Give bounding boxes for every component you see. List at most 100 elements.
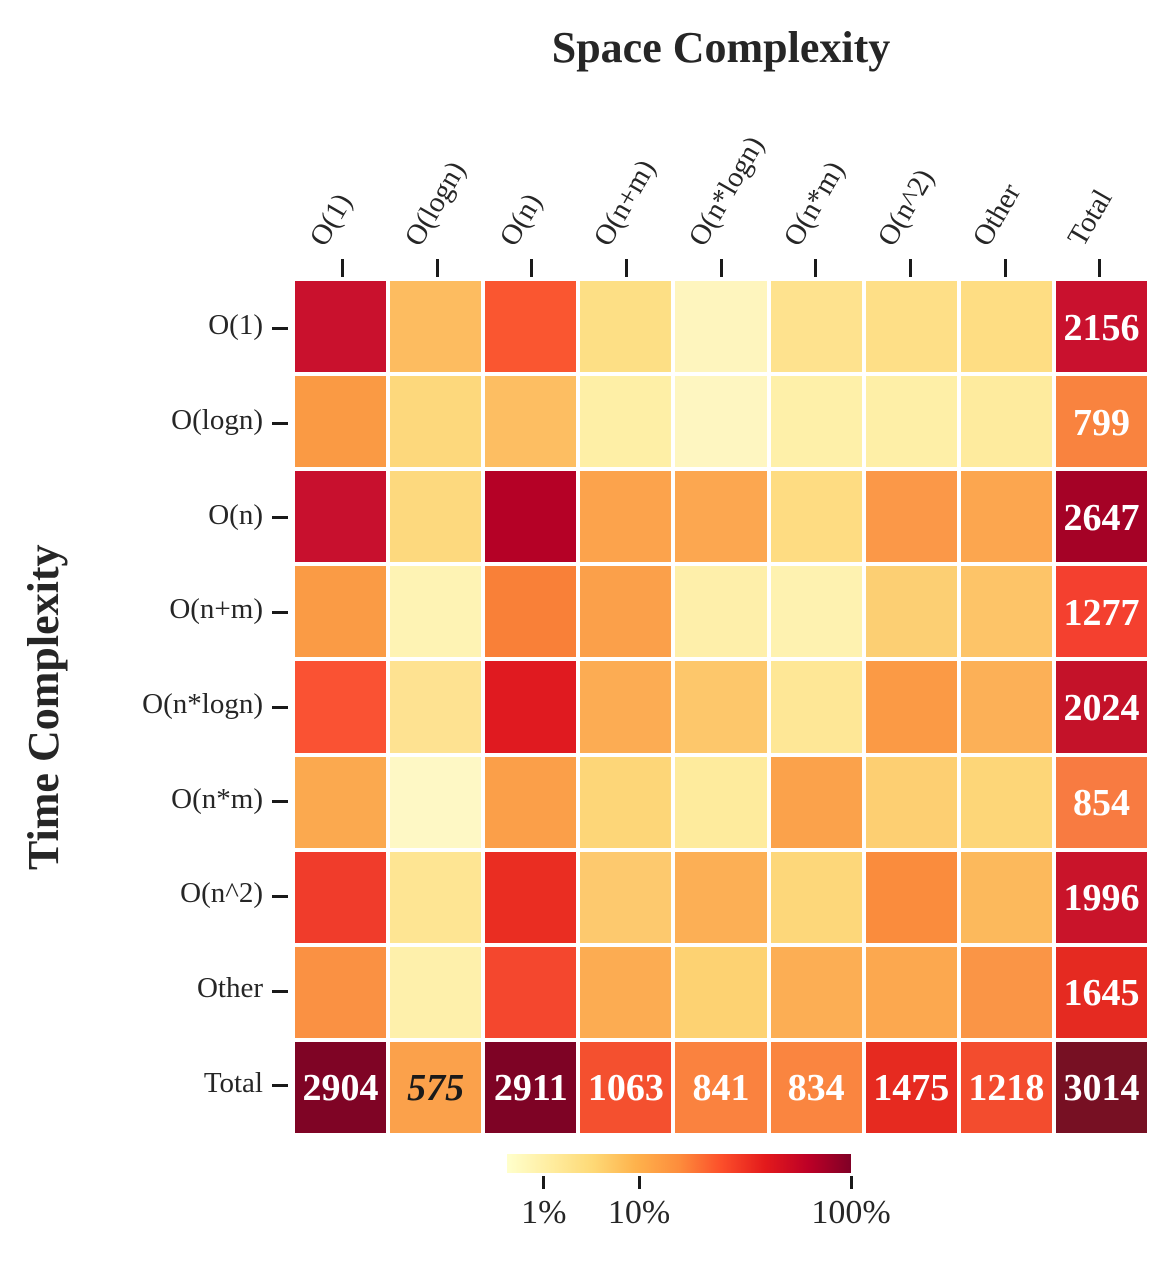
heatmap-cell xyxy=(390,376,482,468)
cell-value-label: 1645 xyxy=(1063,972,1140,1015)
heatmap-cell xyxy=(770,281,862,373)
heatmap-cell xyxy=(295,281,387,373)
y-tick-label: O(n) xyxy=(208,498,263,531)
cell-value-label: 841 xyxy=(692,1067,750,1110)
x-tick-label: O(n^2) xyxy=(871,163,941,252)
heatmap-cell: 854 xyxy=(1055,756,1147,848)
heatmap-cell xyxy=(675,756,767,848)
heatmap-cell xyxy=(295,756,387,848)
y-tick-mark xyxy=(272,610,288,614)
heatmap-cell xyxy=(865,661,957,753)
heatmap-cell: 2156 xyxy=(1055,281,1147,373)
cell-value-label: 834 xyxy=(787,1067,845,1110)
y-tick-mark xyxy=(272,1084,288,1088)
heatmap-cell xyxy=(390,281,482,373)
x-tick-mark xyxy=(719,259,723,277)
heatmap-grid: 2156 799 2647 1277 2024 854 1996 1645 2904 575 291… xyxy=(295,281,1147,1133)
x-tick-label: O(n) xyxy=(493,188,549,252)
heatmap-cell xyxy=(485,851,577,943)
heatmap-cell: 1277 xyxy=(1055,566,1147,658)
cell-value-label: 2647 xyxy=(1063,496,1140,539)
heatmap-cell: 1996 xyxy=(1055,851,1147,943)
chart-title: Space Complexity xyxy=(551,23,891,72)
y-tick-mark xyxy=(272,421,288,425)
heatmap-cell xyxy=(580,376,672,468)
heatmap-cell xyxy=(675,471,767,563)
heatmap-cell xyxy=(960,756,1052,848)
cell-value-label: 2156 xyxy=(1063,306,1140,349)
heatmap-cell xyxy=(580,566,672,658)
colorbar-tick-mark xyxy=(542,1176,546,1189)
x-tick-mark xyxy=(435,259,439,277)
heatmap-cell xyxy=(770,661,862,753)
heatmap-cell xyxy=(485,661,577,753)
heatmap-cell xyxy=(770,946,862,1038)
heatmap-cell xyxy=(390,851,482,943)
heatmap-cell: 2024 xyxy=(1055,661,1147,753)
heatmap-cell xyxy=(295,661,387,753)
heatmap-cell xyxy=(865,851,957,943)
cell-value-label: 575 xyxy=(407,1067,465,1110)
cell-value-label: 1996 xyxy=(1063,877,1140,920)
heatmap-cell xyxy=(865,281,957,373)
heatmap-cell xyxy=(675,851,767,943)
x-tick-mark xyxy=(530,259,534,277)
heatmap-cell xyxy=(485,281,577,373)
heatmap-cell xyxy=(865,756,957,848)
heatmap-cell xyxy=(390,566,482,658)
heatmap-cell xyxy=(770,566,862,658)
heatmap-cell xyxy=(960,376,1052,468)
colorbar-gradient xyxy=(507,1154,851,1173)
heatmap-cell xyxy=(580,471,672,563)
heatmap-cell xyxy=(675,281,767,373)
heatmap-cell: 1063 xyxy=(580,1041,672,1133)
heatmap-cell xyxy=(960,851,1052,943)
x-tick-label: O(n+m) xyxy=(587,154,663,252)
heatmap-cell xyxy=(865,946,957,1038)
heatmap-cell: 1645 xyxy=(1055,946,1147,1038)
y-tick-label: O(1) xyxy=(208,309,263,342)
cell-value-label: 1063 xyxy=(587,1067,664,1110)
colorbar-tick-label: 10% xyxy=(607,1194,671,1231)
y-tick-mark xyxy=(272,516,288,520)
y-tick-label: Total xyxy=(203,1066,263,1099)
y-tick-mark xyxy=(272,894,288,898)
x-tick-mark xyxy=(1098,259,1102,277)
y-tick-mark xyxy=(272,989,288,993)
heatmap-cell: 841 xyxy=(675,1041,767,1133)
heatmap-cell xyxy=(770,756,862,848)
heatmap-cell xyxy=(960,471,1052,563)
heatmap-cell xyxy=(770,376,862,468)
heatmap-cell xyxy=(580,661,672,753)
heatmap-cell xyxy=(485,566,577,658)
colorbar-tick-mark xyxy=(637,1176,641,1189)
y-tick-mark xyxy=(272,705,288,709)
y-tick-mark xyxy=(272,326,288,330)
cell-value-label: 3014 xyxy=(1063,1067,1140,1110)
x-tick-label: O(1) xyxy=(303,188,359,252)
cell-value-label: 854 xyxy=(1072,782,1130,825)
x-tick-mark xyxy=(1003,259,1007,277)
x-tick-mark xyxy=(908,259,912,277)
heatmap-cell xyxy=(295,471,387,563)
heatmap-cell xyxy=(390,661,482,753)
x-tick-label: O(logn) xyxy=(398,155,473,252)
heatmap-cell: 1218 xyxy=(960,1041,1052,1133)
heatmap-cell xyxy=(295,851,387,943)
heatmap-cell xyxy=(865,566,957,658)
heatmap-cell xyxy=(580,281,672,373)
heatmap-cell xyxy=(960,566,1052,658)
x-tick-label: O(n*m) xyxy=(777,155,851,252)
y-tick-label: O(logn) xyxy=(171,404,263,436)
cell-value-label: 2904 xyxy=(302,1067,379,1110)
heatmap-cell xyxy=(770,851,862,943)
heatmap-cell xyxy=(485,471,577,563)
heatmap-cell xyxy=(960,281,1052,373)
heatmap-cell xyxy=(960,661,1052,753)
heatmap-cell xyxy=(295,376,387,468)
heatmap-cell xyxy=(580,946,672,1038)
heatmap-cell xyxy=(485,946,577,1038)
heatmap-cell: 575 xyxy=(390,1041,482,1133)
x-tick-label: O(n*logn) xyxy=(682,130,771,252)
cell-value-label: 1277 xyxy=(1063,591,1140,634)
